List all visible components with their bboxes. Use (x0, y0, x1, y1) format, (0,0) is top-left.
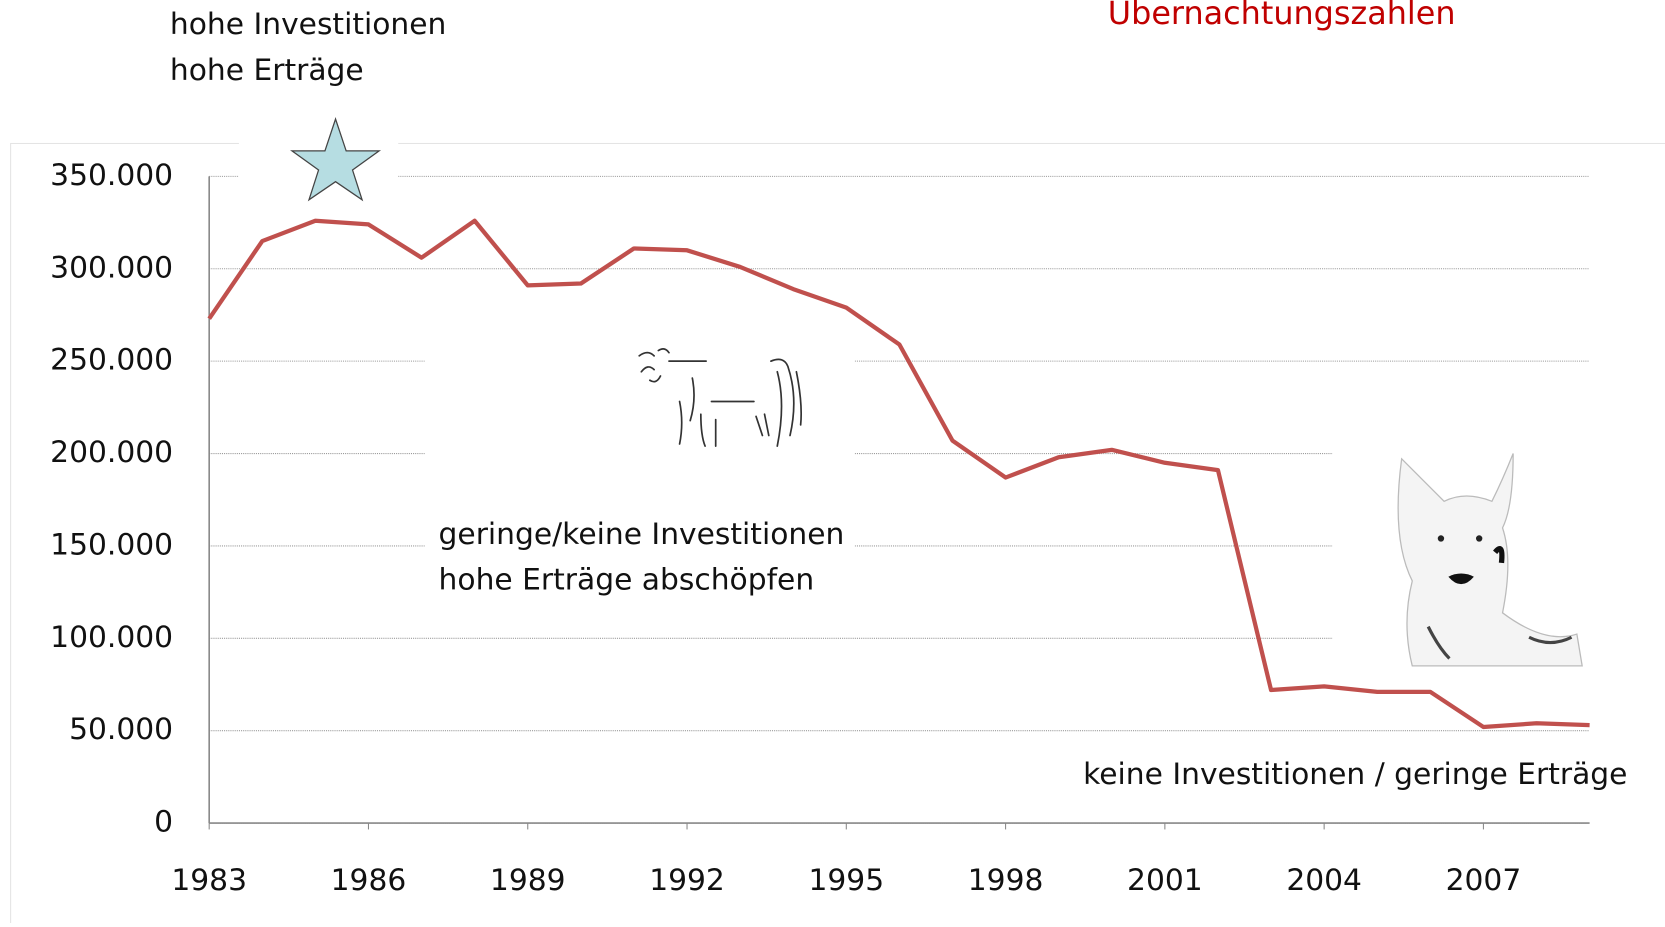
x-tick-label: 2007 (1446, 863, 1522, 898)
y-tick-label: 50.000 (69, 712, 173, 747)
x-tick-label: 2001 (1127, 863, 1203, 898)
y-tick-label: 350.000 (50, 158, 173, 193)
annotation: keine Investitionen / geringe Erträge (1083, 757, 1627, 792)
y-tick-label: 150.000 (50, 527, 173, 562)
x-tick-label: 1983 (171, 863, 247, 898)
annotation: geringe/keine Investitionen (439, 517, 845, 552)
y-tick-label: 200.000 (50, 435, 173, 470)
y-tick-label: 300.000 (50, 250, 173, 285)
annotation: hohe Erträge (170, 53, 364, 88)
annotation: hohe Erträge abschöpfen (439, 562, 815, 597)
x-tick-label: 1986 (331, 863, 407, 898)
chart-title: Übernachtungszahlen (1108, 0, 1456, 32)
chart: 0 50.000 100.000 150.000 200.000 250.000 300.0… (0, 0, 1665, 923)
y-tick-label: 100.000 (50, 620, 173, 655)
x-tick-label: 1998 (968, 863, 1044, 898)
x-tick-label: 1995 (808, 863, 884, 898)
x-tick-label: 1992 (649, 863, 725, 898)
annotation: hohe Investitionen (170, 7, 447, 42)
x-tick-label: 1989 (490, 863, 566, 898)
x-tick-label: 2004 (1286, 863, 1362, 898)
y-tick-label: 250.000 (50, 343, 173, 378)
page: 0 50.000 100.000 150.000 200.000 250.000 300.0… (0, 0, 1665, 927)
y-tick-label: 0 (154, 805, 173, 840)
